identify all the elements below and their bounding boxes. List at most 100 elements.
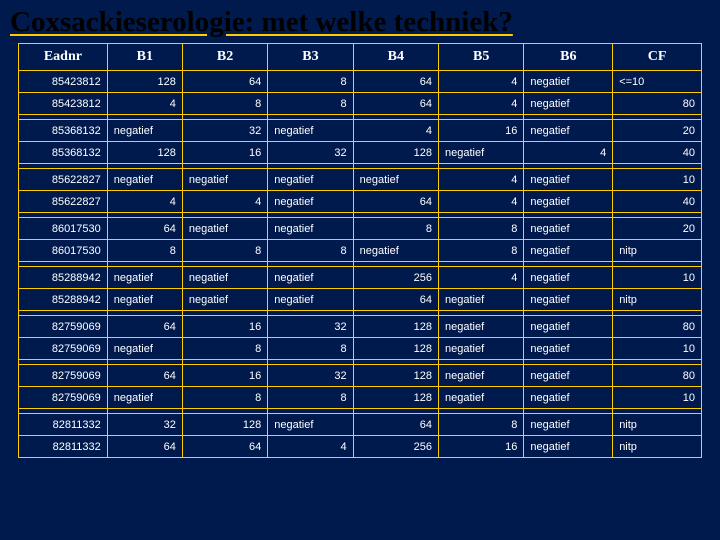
cell-value: 8 — [353, 218, 438, 240]
cell-value: 128 — [107, 71, 182, 93]
cell-eadnr: 85423812 — [19, 93, 108, 115]
cell-value: negatief — [107, 289, 182, 311]
cell-value: 8 — [439, 240, 524, 262]
cell-value: 16 — [439, 436, 524, 458]
cell-value: 32 — [268, 316, 353, 338]
cell-value: 64 — [353, 93, 438, 115]
cell-value: 4 — [353, 120, 438, 142]
cell-value: 8 — [182, 93, 267, 115]
cell-eadnr: 82811332 — [19, 414, 108, 436]
cell-value: 64 — [353, 289, 438, 311]
cell-value: negatief — [268, 414, 353, 436]
table-row: 853681321281632128negatief440 — [19, 142, 702, 164]
cell-value: 256 — [353, 267, 438, 289]
cell-value: 10 — [613, 169, 702, 191]
cell-value: 256 — [353, 436, 438, 458]
cell-value: 32 — [268, 142, 353, 164]
cell-eadnr: 82759069 — [19, 316, 108, 338]
cell-value: 8 — [439, 218, 524, 240]
table-row: 82759069641632128negatiefnegatief80 — [19, 365, 702, 387]
cell-value: 128 — [353, 338, 438, 360]
cell-value: 128 — [107, 142, 182, 164]
cell-value: 20 — [613, 120, 702, 142]
cell-value: 64 — [182, 436, 267, 458]
cell-value: 4 — [439, 169, 524, 191]
cell-value: negatief — [439, 316, 524, 338]
cell-value: nitp — [613, 289, 702, 311]
cell-value: 8 — [182, 387, 267, 409]
cell-value: 4 — [439, 267, 524, 289]
cell-value: negatief — [524, 436, 613, 458]
cell-eadnr: 82759069 — [19, 387, 108, 409]
cell-eadnr: 82759069 — [19, 365, 108, 387]
table-row: 86017530888negatief8negatiefnitp — [19, 240, 702, 262]
table-body: 85423812128648644negatief<=1085423812488… — [19, 71, 702, 458]
cell-value: 4 — [107, 93, 182, 115]
cell-value: 128 — [353, 142, 438, 164]
cell-value: 64 — [107, 316, 182, 338]
cell-value: 8 — [268, 71, 353, 93]
cell-value: 20 — [613, 218, 702, 240]
cell-eadnr: 85368132 — [19, 142, 108, 164]
header-row: Eadnr B1 B2 B3 B4 B5 B6 CF — [19, 44, 702, 71]
cell-value: 16 — [439, 120, 524, 142]
table-row: 828113326464425616negatiefnitp — [19, 436, 702, 458]
cell-value: 8 — [182, 338, 267, 360]
cell-value: negatief — [524, 387, 613, 409]
cell-value: 64 — [107, 365, 182, 387]
cell-value: 64 — [353, 414, 438, 436]
cell-value: negatief — [182, 289, 267, 311]
cell-value: negatief — [524, 316, 613, 338]
cell-value: 32 — [182, 120, 267, 142]
cell-eadnr: 85368132 — [19, 120, 108, 142]
col-b5: B5 — [439, 44, 524, 71]
cell-value: 64 — [182, 71, 267, 93]
cell-value: 4 — [524, 142, 613, 164]
table-container: Eadnr B1 B2 B3 B4 B5 B6 CF 8542381212864… — [0, 43, 720, 466]
cell-value: negatief — [107, 267, 182, 289]
cell-value: 8 — [268, 338, 353, 360]
cell-value: 16 — [182, 365, 267, 387]
cell-value: negatief — [524, 267, 613, 289]
cell-value: 8 — [182, 240, 267, 262]
cell-eadnr: 82759069 — [19, 338, 108, 360]
cell-value: negatief — [524, 289, 613, 311]
cell-value: 128 — [353, 365, 438, 387]
cell-value: 10 — [613, 267, 702, 289]
cell-value: 64 — [353, 191, 438, 213]
cell-value: negatief — [107, 387, 182, 409]
cell-value: negatief — [439, 142, 524, 164]
cell-value: 64 — [107, 218, 182, 240]
col-eadnr: Eadnr — [19, 44, 108, 71]
cell-value: 64 — [353, 71, 438, 93]
cell-value: negatief — [524, 338, 613, 360]
table-row: 85423812488644negatief80 — [19, 93, 702, 115]
cell-value: negatief — [268, 191, 353, 213]
cell-value: negatief — [353, 169, 438, 191]
cell-value: negatief — [524, 93, 613, 115]
table-row: 85368132negatief32negatief416negatief20 — [19, 120, 702, 142]
cell-value: 128 — [353, 387, 438, 409]
cell-value: <=10 — [613, 71, 702, 93]
cell-value: 64 — [107, 436, 182, 458]
cell-value: negatief — [439, 387, 524, 409]
cell-eadnr: 85288942 — [19, 267, 108, 289]
cell-value: negatief — [182, 169, 267, 191]
cell-value: 16 — [182, 316, 267, 338]
cell-value: 8 — [107, 240, 182, 262]
cell-value: 4 — [107, 191, 182, 213]
table-row: 82759069negatief88128negatiefnegatief10 — [19, 387, 702, 409]
table-row: 82759069negatief88128negatiefnegatief10 — [19, 338, 702, 360]
table-row: 85423812128648644negatief<=10 — [19, 71, 702, 93]
cell-value: negatief — [524, 240, 613, 262]
cell-value: 80 — [613, 316, 702, 338]
cell-value: 4 — [439, 191, 524, 213]
cell-value: 4 — [439, 71, 524, 93]
cell-value: 40 — [613, 191, 702, 213]
cell-value: 40 — [613, 142, 702, 164]
cell-value: 8 — [268, 93, 353, 115]
cell-eadnr: 85622827 — [19, 169, 108, 191]
col-b3: B3 — [268, 44, 353, 71]
col-b6: B6 — [524, 44, 613, 71]
cell-eadnr: 85423812 — [19, 71, 108, 93]
